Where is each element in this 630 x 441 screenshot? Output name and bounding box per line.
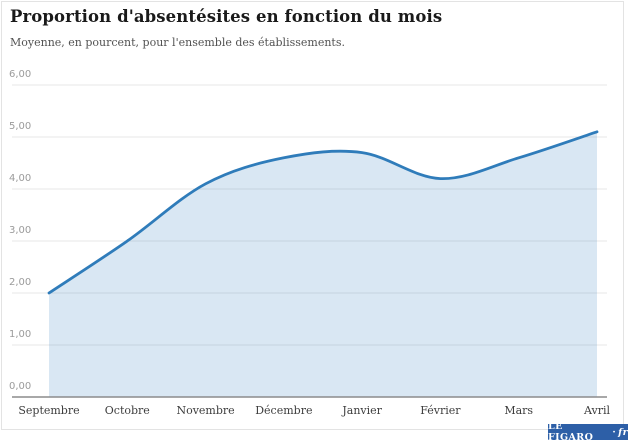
x-axis-tick-label: Mars [504,404,534,417]
figaro-logo-text: LE FIGARO [548,421,594,441]
x-axis-tick-label: Janvier [342,404,382,417]
x-axis-tick-label: Novembre [176,404,235,417]
y-axis-tick-label: 1,00 [9,329,32,340]
chart-subtitle: Moyenne, en pourcent, pour l'ensemble de… [10,36,345,49]
y-axis-tick-label: 4,00 [9,173,32,184]
area-series [49,131,597,398]
y-axis-tick-label: 0,00 [9,381,32,392]
y-axis-tick-label: 6,00 [9,69,32,80]
x-axis-tick-label: Février [420,404,461,417]
y-axis-tick-label: 3,00 [9,225,32,236]
x-axis-tick-label: Avril [583,404,610,417]
figaro-logo-suffix: fr [618,426,628,438]
line-series [47,130,599,295]
y-axis-tick-label: 2,00 [9,277,32,288]
y-axis-tick-label: 5,00 [9,121,32,132]
x-axis-tick-label: Octobre [104,404,150,417]
figaro-logo-separator: · [612,426,617,438]
x-axis-tick-label: Septembre [18,404,80,417]
gridlines [12,84,607,346]
x-axis-tick-label: Décembre [255,404,313,417]
page-title: Proportion d'absentésites en fonction du… [10,7,443,26]
figaro-logo[interactable]: LE FIGARO · fr [548,421,628,441]
